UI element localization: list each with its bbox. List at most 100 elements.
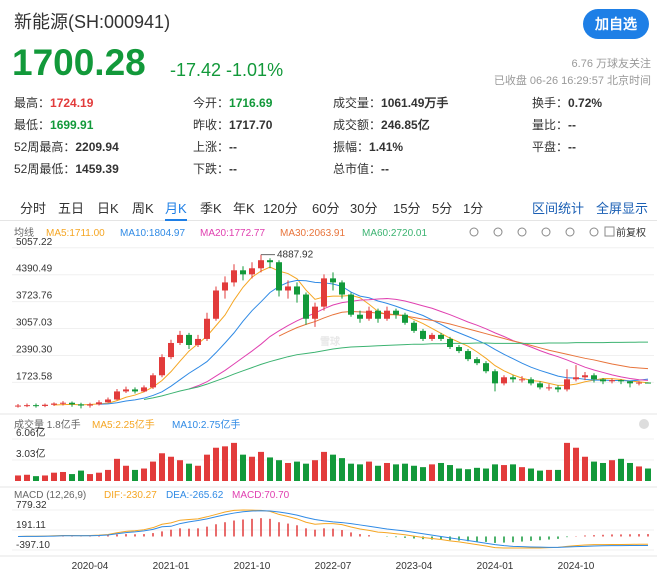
stat-value: 1716.69 — [229, 96, 273, 110]
macd-bar — [485, 536, 487, 542]
volume-bar — [591, 461, 597, 481]
macd-bar — [431, 536, 433, 540]
volume-title: 成交量 1.8亿手 — [14, 418, 81, 431]
y-tick-label: -397.10 — [16, 540, 50, 551]
stat-label: 今开： — [193, 96, 230, 110]
stat-label: 总市值： — [333, 162, 382, 176]
stat-label: 成交额： — [333, 118, 382, 132]
stat-item: 量比：-- — [532, 116, 576, 133]
macd-bar — [584, 535, 586, 537]
period-tab[interactable]: 年K — [233, 201, 255, 216]
period-tab[interactable]: 60分 — [312, 201, 340, 216]
candle-body — [303, 294, 309, 319]
period-tab[interactable]: 分时 — [20, 201, 47, 216]
y-tick-label: 779.32 — [16, 500, 47, 511]
adjust-label: 前复权 — [616, 226, 646, 239]
candle-body — [105, 399, 111, 403]
stat-value: 1459.39 — [75, 162, 119, 176]
candle-body — [447, 338, 453, 348]
chart-tool[interactable]: 全屏显示 — [596, 201, 649, 216]
candle-body — [222, 282, 228, 291]
volume-bar — [222, 446, 228, 481]
volume-bar — [483, 468, 489, 481]
period-tab[interactable]: 120分 — [263, 201, 298, 216]
candle-body — [357, 314, 363, 319]
stat-value: 1.41% — [369, 140, 404, 154]
macd-bar — [440, 536, 442, 540]
x-tick-label: 2024-10 — [558, 561, 595, 572]
stat-item: 下跌：-- — [193, 160, 237, 177]
candle-body — [330, 278, 336, 283]
volume-bar — [465, 469, 471, 481]
macd-bar — [251, 518, 253, 537]
legend-item: DEA:-265.62 — [166, 490, 224, 501]
stat-item: 总市值：-- — [333, 160, 389, 177]
stat-item: 最高：1724.19 — [14, 94, 93, 111]
macd-bar — [197, 528, 199, 537]
candle-body — [33, 405, 39, 407]
volume-bar — [213, 447, 219, 481]
period-tab[interactable]: 月K — [165, 198, 187, 221]
macd-bar — [314, 529, 316, 537]
market-status: 已收盘 06-26 16:29:57 北京时间 — [493, 75, 651, 87]
volume-bar — [456, 468, 462, 481]
stat-label: 平盘： — [532, 140, 569, 154]
legend-item: MA5:2.25亿手 — [92, 418, 155, 431]
volume-bar — [276, 460, 282, 481]
price: 1700.28 — [12, 42, 146, 83]
followers: 6.76 万球友关注 — [571, 58, 651, 70]
period-tab[interactable]: 五日 — [58, 201, 85, 216]
period-tab[interactable]: 季K — [200, 201, 222, 216]
candle-body — [573, 377, 579, 380]
stat-label: 振幅： — [333, 140, 370, 154]
period-tab[interactable]: 周K — [132, 201, 154, 216]
macd-bar — [188, 528, 190, 537]
y-tick-label: 3.03亿 — [16, 447, 45, 460]
candle-body — [285, 286, 291, 291]
x-tick-label: 2020-04 — [72, 561, 109, 572]
volume-bar — [510, 464, 516, 481]
macd-bar — [647, 534, 649, 537]
macd-bar — [611, 534, 613, 537]
volume-bar — [33, 476, 39, 481]
period-tab[interactable]: 30分 — [350, 201, 378, 216]
candle-body — [294, 286, 300, 295]
volume-bar — [474, 467, 480, 481]
macd-bar — [530, 536, 532, 541]
add-watchlist-button[interactable]: 加自选 — [583, 9, 649, 39]
candle-body — [141, 387, 147, 392]
volume-bar — [393, 464, 399, 481]
volume-bar — [141, 468, 147, 481]
stat-item: 52周最低：1459.39 — [14, 160, 119, 177]
candle-body — [474, 359, 480, 364]
macd-bar — [395, 536, 397, 538]
candle-body — [177, 334, 183, 343]
macd-bar — [206, 526, 208, 537]
period-tab[interactable]: 1分 — [463, 201, 484, 216]
x-tick-label: 2021-10 — [234, 561, 271, 572]
candle-body — [537, 383, 543, 388]
volume-bar — [159, 453, 165, 481]
macd-bar — [89, 535, 91, 537]
title: 新能源(SH:000941) — [14, 12, 171, 32]
chart-tool[interactable]: 区间统计 — [532, 201, 585, 216]
macd-line — [17, 510, 649, 548]
period-tab[interactable]: 5分 — [432, 201, 453, 216]
candle-body — [465, 351, 471, 360]
candle-body — [393, 310, 399, 315]
volume-bar — [240, 454, 246, 481]
macd-bar — [593, 535, 595, 537]
volume-bar — [627, 462, 633, 481]
candle-body — [582, 375, 588, 378]
candle-body — [546, 387, 552, 389]
macd-bar — [512, 536, 514, 543]
candle-body — [627, 381, 633, 384]
macd-bar — [296, 525, 298, 537]
candle-body — [528, 379, 534, 384]
volume-bar — [537, 470, 543, 481]
candle-body — [213, 290, 219, 319]
period-tab[interactable]: 日K — [97, 201, 119, 216]
stat-value: 1699.91 — [50, 118, 94, 132]
stat-value: 0.72% — [568, 96, 603, 110]
period-tab[interactable]: 15分 — [393, 201, 421, 216]
